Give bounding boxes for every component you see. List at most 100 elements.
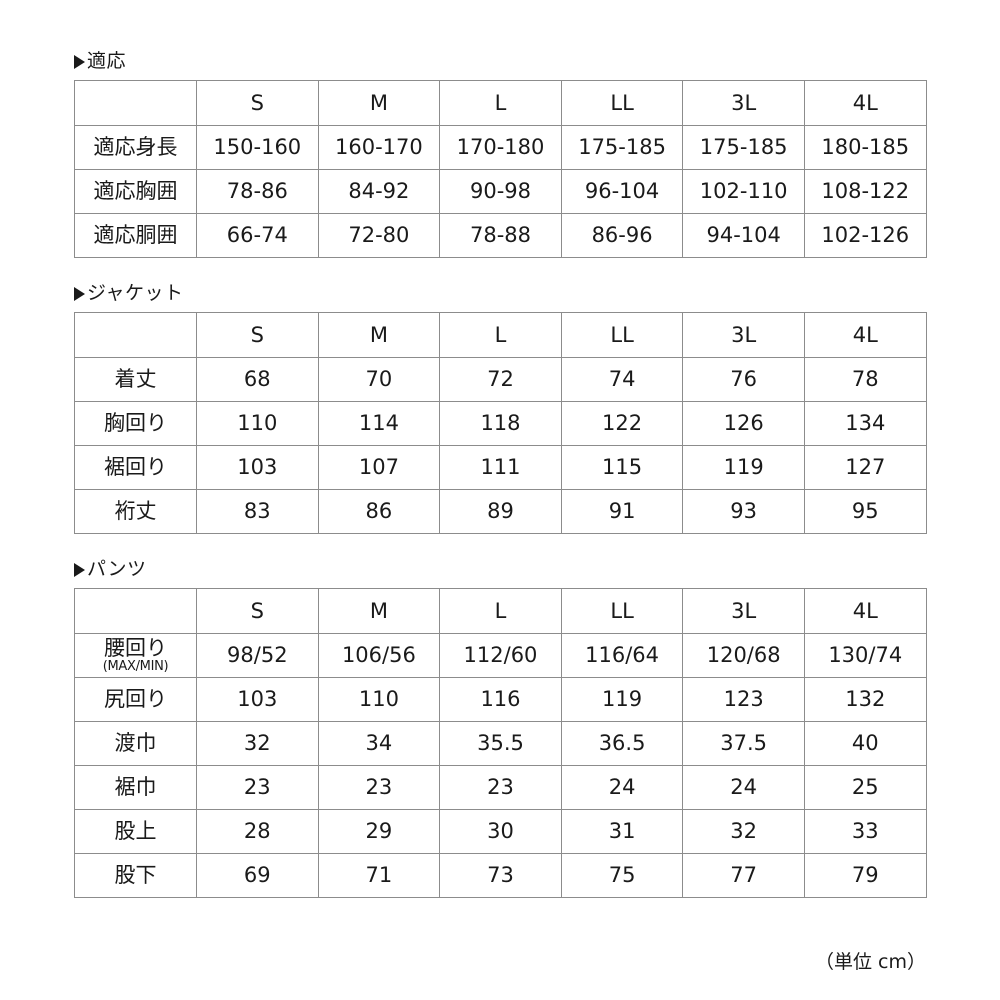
column-header-size: S [196,588,319,634]
measurement-cell: 106/56 [317,633,441,678]
column-header-size: 4L [803,312,927,358]
table-header-row: S M L LL 3L 4L [74,588,927,634]
measurement-cell: 31 [560,809,684,854]
measurement-cell: 86-96 [560,213,684,258]
column-header-size: LL [560,588,684,634]
table-row: 適応胴囲 66-74 72-80 78-88 86-96 94-104 102-126 [74,213,927,258]
measurement-cell: 71 [317,853,441,898]
measurement-cell: 119 [682,445,805,490]
section-heading-label: パンツ [87,558,147,580]
row-label: 適応身長 [74,125,197,170]
measurement-cell: 116 [439,677,562,722]
measurement-cell: 66-74 [196,213,319,258]
unit-note: （単位 cm） [815,951,926,973]
measurement-cell: 98/52 [196,633,319,678]
measurement-cell: 102-126 [803,213,927,258]
measurement-cell: 132 [803,677,927,722]
measurement-cell: 23 [317,765,441,810]
measurement-cell: 40 [803,721,927,766]
row-label: 適応胸囲 [74,169,197,214]
column-header-size: 4L [803,80,927,126]
measurement-cell: 103 [196,677,319,722]
row-label-sub: (MAX/MIN) [102,659,169,674]
column-header-size: M [317,312,441,358]
row-label: 股下 [74,853,197,898]
measurement-cell: 160-170 [317,125,441,170]
measurement-cell: 119 [560,677,684,722]
measurement-cell: 110 [317,677,441,722]
measurement-cell: 33 [803,809,927,854]
table-row: 着丈 68 70 72 74 76 78 [74,357,927,402]
section-heading-label: ジャケット [87,282,184,304]
measurement-cell: 170-180 [439,125,562,170]
column-header-size: M [317,80,441,126]
size-table-fit: S M L LL 3L 4L 適応身長 150-160 160-170 170-180 175-18… [74,80,927,258]
measurement-cell: 122 [560,401,684,446]
table-corner-cell [74,588,197,634]
measurement-cell: 28 [196,809,319,854]
table-row: 股下 69 71 73 75 77 79 [74,853,927,898]
measurement-cell: 79 [803,853,927,898]
column-header-size: S [196,312,319,358]
measurement-cell: 95 [803,489,927,534]
measurement-cell: 89 [439,489,562,534]
measurement-cell: 126 [682,401,805,446]
measurement-cell: 102-110 [682,169,805,214]
measurement-cell: 180-185 [803,125,927,170]
measurement-cell: 107 [317,445,441,490]
measurement-cell: 120/68 [682,633,805,678]
measurement-cell: 134 [803,401,927,446]
size-table-pants: S M L LL 3L 4L 腰回り (MAX/MIN) 98/52 106/56 112/60 11… [74,588,927,898]
measurement-cell: 75 [560,853,684,898]
measurement-cell: 76 [682,357,805,402]
measurement-cell: 86 [317,489,441,534]
measurement-cell: 73 [439,853,562,898]
row-label: 腰回り (MAX/MIN) [74,633,197,678]
measurement-cell: 23 [196,765,319,810]
row-label: 尻回り [74,677,197,722]
measurement-cell: 96-104 [560,169,684,214]
measurement-cell: 68 [196,357,319,402]
measurement-cell: 37.5 [682,721,805,766]
column-header-size: LL [560,80,684,126]
size-section-jacket: ジャケット S M L LL 3L 4L 着丈 68 70 72 74 76 78 胸回り 110 114 118… [74,284,927,534]
row-label: 裾巾 [74,765,197,810]
measurement-cell: 130/74 [803,633,927,678]
row-label-main: 腰回り [104,636,167,660]
measurement-cell: 32 [682,809,805,854]
measurement-cell: 103 [196,445,319,490]
row-label: 着丈 [74,357,197,402]
table-row: 股上 28 29 30 31 32 33 [74,809,927,854]
column-header-size: 3L [682,312,805,358]
table-row: 胸回り 110 114 118 122 126 134 [74,401,927,446]
column-header-size: S [196,80,319,126]
size-tables-container: 適応 S M L LL 3L 4L 適応身長 150-160 160-170 170-180 175-… [74,52,927,898]
measurement-cell: 114 [317,401,441,446]
measurement-cell: 108-122 [803,169,927,214]
measurement-cell: 29 [317,809,441,854]
table-row: 腰回り (MAX/MIN) 98/52 106/56 112/60 116/64 120/6… [74,633,927,678]
measurement-cell: 84-92 [317,169,441,214]
row-label: 胸回り [74,401,197,446]
measurement-cell: 25 [803,765,927,810]
table-row: 尻回り 103 110 116 119 123 132 [74,677,927,722]
section-heading-jacket: ジャケット [74,284,926,303]
measurement-cell: 78 [803,357,927,402]
measurement-cell: 36.5 [560,721,684,766]
measurement-cell: 111 [439,445,562,490]
measurement-cell: 93 [682,489,805,534]
measurement-cell: 78-86 [196,169,319,214]
section-heading-fit: 適応 [74,52,926,71]
measurement-cell: 69 [196,853,319,898]
table-row: 裄丈 83 86 89 91 93 95 [74,489,927,534]
measurement-cell: 91 [560,489,684,534]
table-corner-cell [74,80,197,126]
table-row: 適応身長 150-160 160-170 170-180 175-185 175-185 1… [74,125,927,170]
column-header-size: M [317,588,441,634]
column-header-size: 3L [682,80,805,126]
column-header-size: 3L [682,588,805,634]
column-header-size: 4L [803,588,927,634]
measurement-cell: 23 [439,765,562,810]
measurement-cell: 74 [560,357,684,402]
